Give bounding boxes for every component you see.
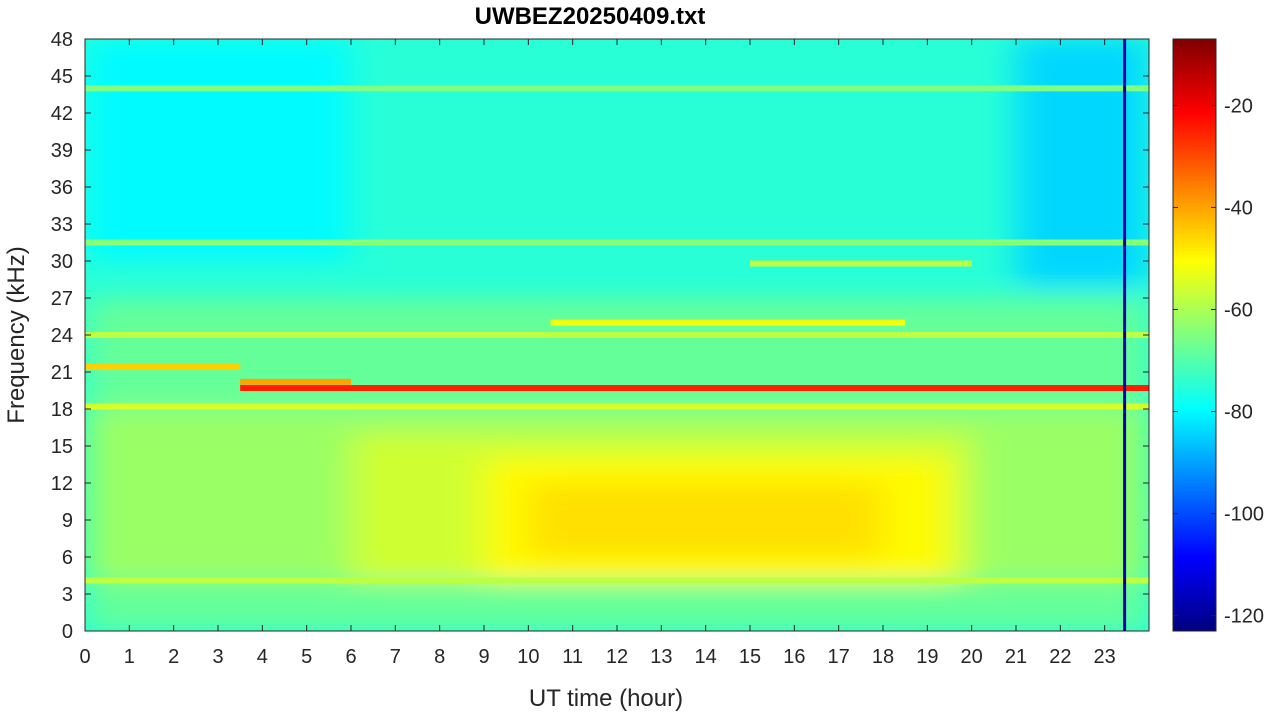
narrowband-signal-line	[240, 378, 351, 385]
spectrogram-region	[85, 298, 1149, 409]
y-tick-label: 48	[51, 29, 73, 51]
x-tick-label: 0	[79, 646, 90, 668]
x-tick-label: 6	[345, 646, 356, 668]
y-tick-label: 39	[51, 140, 73, 162]
colorbar-tick-label: -100	[1224, 504, 1264, 526]
x-tick-label: 11	[562, 646, 583, 668]
narrowband-signal-line	[85, 85, 1149, 92]
y-tick-label: 9	[62, 510, 73, 532]
colorbar-tick-label: -20	[1224, 95, 1253, 117]
x-tick-label: 20	[961, 646, 983, 668]
y-tick-label: 21	[51, 362, 73, 384]
colorbar-tick-label: -60	[1224, 299, 1253, 321]
spectrogram-region	[1016, 39, 1149, 286]
y-tick-label: 0	[62, 621, 73, 643]
y-tick-label: 45	[51, 66, 73, 88]
narrowband-signal-line	[85, 403, 1149, 410]
x-tick-label: 8	[434, 646, 445, 668]
x-tick-label: 16	[783, 646, 805, 668]
colorbar-tick-label: -80	[1224, 402, 1253, 424]
x-tick-label: 18	[872, 646, 894, 668]
narrowband-signal-line	[85, 364, 241, 371]
x-tick-label: 3	[212, 646, 223, 668]
colorbar-tick-label: -40	[1224, 197, 1253, 219]
y-tick-label: 3	[62, 584, 73, 606]
spectrogram-region	[528, 483, 883, 557]
chart-title: UWBEZ20250409.txt	[475, 3, 706, 30]
x-axis: 0 1 2 3 4 5 6 7 8 9 10 11 12 13 14 15 16 17 18 19 20 21 22 23	[79, 39, 1116, 668]
y-tick-label: 6	[62, 547, 73, 569]
colorbar-gradient	[1173, 39, 1216, 631]
spectrogram-region	[85, 581, 1149, 631]
x-tick-label: 10	[517, 646, 539, 668]
x-tick-label: 13	[650, 646, 672, 668]
y-tick-label: 18	[51, 399, 73, 421]
spectrogram-region	[85, 39, 351, 261]
vertical-gap-line	[1123, 39, 1127, 631]
colorbar-frame	[1172, 38, 1217, 632]
y-tick-label: 36	[51, 177, 73, 199]
y-tick-label: 30	[51, 251, 73, 273]
x-tick-label: 14	[695, 646, 717, 668]
x-tick-label: 19	[916, 646, 938, 668]
y-tick-label: 12	[51, 473, 73, 495]
narrowband-signal-line	[750, 260, 972, 267]
y-tick-label: 24	[51, 325, 73, 347]
narrowband-signal-line	[550, 319, 906, 326]
x-tick-label: 15	[739, 646, 761, 668]
y-tick-label: 33	[51, 214, 73, 236]
colorbar: -120 -100 -80 -60 -40 -20	[1172, 38, 1264, 632]
x-tick-label: 23	[1094, 646, 1116, 668]
x-tick-label: 1	[124, 646, 135, 668]
narrowband-signal-line	[85, 239, 1149, 246]
y-tick-label: 42	[51, 103, 73, 125]
x-tick-label: 5	[301, 646, 312, 668]
x-tick-label: 2	[168, 646, 179, 668]
narrowband-signal-line	[240, 385, 1149, 392]
x-tick-label: 4	[257, 646, 268, 668]
narrowband-signal-line	[85, 332, 1149, 338]
x-tick-label: 7	[390, 646, 401, 668]
y-tick-label: 27	[51, 288, 73, 310]
y-axis-title: Frequency (kHz)	[3, 246, 30, 423]
x-tick-label: 22	[1049, 646, 1071, 668]
narrowband-signal-line	[85, 577, 1149, 584]
x-tick-label: 12	[606, 646, 628, 668]
colorbar-tick-label: -120	[1224, 606, 1264, 628]
x-axis-title: UT time (hour)	[529, 685, 683, 712]
x-tick-label: 21	[1005, 646, 1027, 668]
spectrogram-plot-area	[84, 38, 1150, 632]
x-tick-label: 9	[478, 646, 489, 668]
y-tick-label: 15	[51, 436, 73, 458]
x-tick-label: 17	[828, 646, 850, 668]
